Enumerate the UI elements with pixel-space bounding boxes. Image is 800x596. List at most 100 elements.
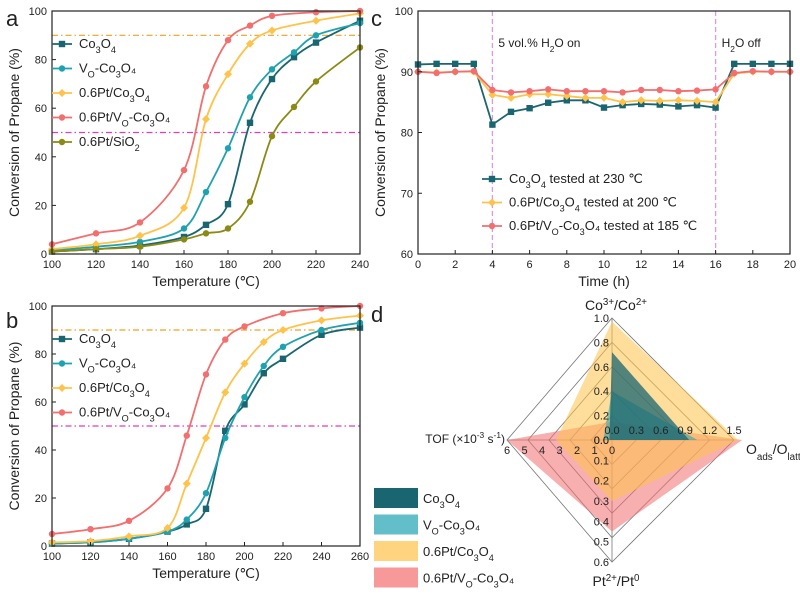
text-run: -Co [95,356,116,371]
data-point [180,203,188,212]
y-tick-label: 100 [29,301,47,313]
text-run: O [122,119,129,129]
text-run: 4 [575,204,580,214]
data-point [222,336,229,343]
text-run: 0.6Pt/V [423,571,466,586]
data-point [433,60,440,68]
text-run: ) [501,432,505,446]
text-run: O [445,491,455,506]
legend-label: 0.6Pt/VO-Co3O₄ [79,405,170,424]
data-point [507,108,515,116]
radar-tick-label: 1.5 [726,425,741,437]
x-tick-label: 6 [527,259,533,271]
legend-label: VO-Co3O₄ [79,356,136,375]
data-point [279,343,287,350]
text-run: O [565,195,575,210]
text-run: 3 [116,70,121,80]
data-point [58,114,66,121]
radar-tick-label: 0.3 [594,496,609,508]
data-point [224,70,232,79]
data-point [136,231,144,240]
data-point [183,521,190,528]
panel-b: b 100 120 140 160 180 200 220 240 260 0 20 40 60 80 100… [6,301,369,581]
radar-tick-label: 1 [591,445,597,457]
radar-tick-label: 0.8 [594,337,609,349]
text-run: O [135,380,145,395]
y-tick-label: 100 [395,6,413,18]
legend-label: Co3O4 tested at 230 ℃ [509,171,643,190]
x-tick-label: 180 [197,551,215,563]
data-point [470,60,477,68]
x-tick-label: 0 [415,259,421,271]
data-point [246,22,254,29]
text-run: O₄ tested at 185 ℃ [585,218,697,233]
data-point [279,326,287,334]
radar-axis-title: TOF (×10-3 s-1) [425,430,505,446]
data-point [202,230,210,237]
text-run: 3 [474,553,479,563]
y-tick-label: 100 [29,6,47,18]
text-run: Co [585,297,603,313]
data-point [489,86,496,94]
data-point [290,49,298,56]
y-tick-label: 20 [35,200,47,212]
x-tick-label: 200 [235,551,253,563]
text-run: O [101,36,111,51]
data-point [452,60,459,68]
text-run: tested at 230 ℃ [546,171,643,186]
text-run: O₄ [499,571,514,586]
data-point [183,516,190,523]
data-point [222,434,229,442]
data-point [221,388,230,397]
data-point [246,119,254,126]
text-run: 0.6Pt/Co [509,195,560,210]
data-point [241,323,248,330]
data-point [182,479,191,488]
legend-swatch [374,514,418,535]
text-run: 3 [96,45,101,55]
y-tick-label: 90 [401,67,413,79]
text-run: Co [509,171,526,186]
text-run: O [552,227,559,237]
data-point [58,138,66,146]
event-label: H2O off [722,36,762,54]
legend-swatch [374,488,418,508]
data-point [224,145,232,152]
x-tick-label: 2 [452,259,458,271]
y-tick-label: 0 [41,249,47,261]
text-run: O [746,441,757,457]
y-tick-label: 60 [35,103,47,115]
data-point [202,490,210,497]
text-run: O [432,527,439,537]
y-tick-label: 20 [35,493,47,505]
radar-tick-label: 6 [504,445,510,457]
text-run: Co [79,331,96,346]
text-run: V [423,518,432,533]
data-point [526,105,533,112]
data-point [58,384,66,392]
text-run: 5 vol.% H [498,36,549,50]
data-point [638,86,645,94]
data-point [693,96,701,105]
legend-label: Co3O4 [423,491,460,510]
text-run: 3 [494,580,499,590]
text-run: O [101,331,111,346]
radar-tick-label: 3 [556,445,562,457]
text-run: V [79,356,88,371]
data-point [268,26,276,35]
data-point [693,101,701,109]
y-tick-label: 60 [35,397,47,409]
data-point [58,89,66,97]
panel-a: a 100 120 140 160 180 200 220 240 0 20 40 60 80 100 Tem… [6,6,369,289]
radar-axis-title: Oads/Olatt [746,441,800,463]
data-point [619,89,626,96]
data-point [92,230,100,237]
text-run: 4 [541,180,546,190]
x-tick-label: 240 [312,551,330,563]
y-axis-title: Conversion of Propane (%) [6,342,22,511]
data-point [58,40,66,48]
text-run: O off [735,36,761,50]
text-run: -Co [439,518,460,533]
data-point [58,335,66,343]
